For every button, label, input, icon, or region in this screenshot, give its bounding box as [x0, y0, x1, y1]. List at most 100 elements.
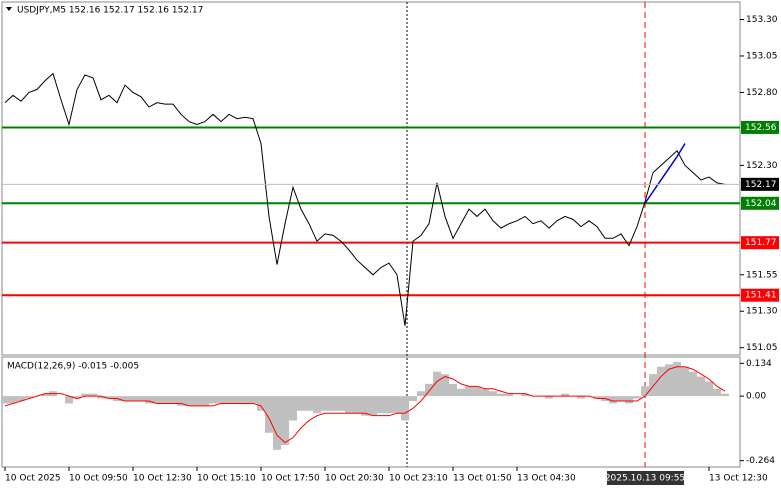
- histogram-bar: [185, 396, 193, 406]
- histogram-bar: [609, 396, 617, 404]
- histogram-bar: [105, 396, 113, 399]
- histogram-bar: [353, 396, 361, 414]
- histogram-bar: [321, 396, 329, 411]
- histogram-bar: [393, 396, 401, 414]
- histogram-bar: [433, 371, 441, 397]
- histogram-bar: [241, 396, 249, 404]
- y-tick-label: 151.05: [746, 343, 778, 353]
- y-tick-label: 151.55: [746, 270, 778, 280]
- histogram-bar: [1, 396, 9, 404]
- price-panel: [1, 1, 741, 356]
- histogram-bar: [161, 396, 169, 404]
- histogram-bar: [689, 371, 697, 397]
- histogram-bar: [473, 386, 481, 397]
- current-price-label: 152.17: [745, 180, 777, 190]
- histogram-bar: [169, 396, 177, 404]
- histogram-bar: [217, 396, 225, 404]
- histogram-bar: [713, 388, 721, 397]
- histogram-bar: [281, 396, 289, 445]
- histogram-bar: [617, 396, 625, 401]
- histogram-bar: [497, 393, 505, 397]
- histogram-bar: [289, 396, 297, 421]
- histogram-bar: [137, 396, 145, 401]
- histogram-bar: [673, 361, 681, 397]
- histogram-bar: [665, 364, 673, 397]
- histogram-bar: [505, 393, 513, 397]
- histogram-bar: [377, 396, 385, 414]
- histogram-bar: [201, 396, 209, 406]
- histogram-bar: [9, 396, 17, 404]
- y-tick-label: 0.134: [746, 359, 772, 369]
- histogram-bar: [121, 396, 129, 401]
- histogram-bar: [233, 396, 241, 404]
- histogram-bar: [361, 396, 369, 416]
- histogram-bar: [225, 396, 233, 404]
- x-tick-label: 10 Oct 2025: [5, 474, 61, 484]
- x-tick-label: 10 Oct 20:30: [325, 474, 384, 484]
- histogram-bar: [25, 396, 33, 399]
- histogram-bar: [337, 396, 345, 411]
- level-tag: [741, 196, 779, 210]
- histogram-bar: [425, 383, 433, 397]
- histogram-bar: [625, 396, 633, 404]
- histogram-bar: [177, 396, 185, 406]
- y-tick-label: 152.80: [746, 88, 778, 98]
- histogram-bar: [401, 396, 409, 421]
- histogram-bar: [409, 396, 417, 401]
- histogram-bar: [657, 366, 665, 397]
- histogram-bar: [633, 396, 641, 399]
- histogram-bar: [449, 383, 457, 397]
- x-tick-label: 13 Oct 04:30: [517, 474, 576, 484]
- histogram-bar: [65, 396, 73, 404]
- histogram-bar: [209, 396, 217, 404]
- histogram-bar: [641, 386, 649, 397]
- y-tick-label: 153.30: [746, 15, 778, 25]
- histogram-bar: [721, 393, 729, 397]
- macd-panel: [1, 356, 741, 468]
- histogram-bar: [89, 393, 97, 397]
- y-tick-label: -0.264: [746, 456, 775, 466]
- level-tag: [741, 120, 779, 134]
- histogram-bar: [561, 393, 569, 397]
- histogram-bar: [41, 393, 49, 397]
- histogram-bar: [465, 386, 473, 397]
- x-tick-label: 13 Oct 01:50: [453, 474, 512, 484]
- histogram-bar: [521, 393, 529, 397]
- level-label: 151.41: [745, 291, 777, 301]
- current-price-tag: [741, 177, 779, 191]
- cursor-label: 2025.10.13 09:55: [605, 474, 685, 484]
- level-tag: [741, 236, 779, 250]
- histogram-bar: [457, 388, 465, 397]
- histogram-bar: [305, 396, 313, 411]
- histogram-bar: [441, 374, 449, 397]
- menu-icon: [6, 7, 12, 11]
- histogram-bar: [697, 376, 705, 397]
- x-tick-label: 10 Oct 17:50: [261, 474, 320, 484]
- level-label: 151.77: [745, 238, 777, 248]
- trend-line: [644, 143, 686, 204]
- price-line: [4, 72, 726, 326]
- histogram-bar: [249, 396, 257, 404]
- level-label: 152.56: [745, 123, 777, 133]
- histogram-bar: [385, 396, 393, 414]
- histogram-bar: [129, 396, 137, 401]
- cursor-tag: [607, 471, 684, 485]
- histogram-bar: [369, 396, 377, 416]
- level-label: 152.04: [745, 199, 777, 209]
- chart-title: USDJPY,M5 152.16 152.17 152.16 152.17: [17, 6, 203, 16]
- y-tick-label: 152.30: [746, 161, 778, 171]
- histogram-bar: [97, 396, 105, 399]
- histogram-bar: [81, 393, 89, 397]
- level-tag: [741, 288, 779, 302]
- histogram-bar: [73, 396, 81, 399]
- histogram-bar: [313, 396, 321, 414]
- signal-line: [4, 366, 726, 444]
- y-tick-label: 0.00: [746, 392, 766, 402]
- histogram-bar: [345, 396, 353, 414]
- histogram-bar: [193, 396, 201, 406]
- histogram-bar: [545, 396, 553, 399]
- histogram-bar: [417, 391, 425, 397]
- x-tick-label: 10 Oct 15:10: [197, 474, 256, 484]
- macd-title: MACD(12,26,9) -0.015 -0.005: [7, 362, 139, 372]
- histogram-bar: [577, 396, 585, 399]
